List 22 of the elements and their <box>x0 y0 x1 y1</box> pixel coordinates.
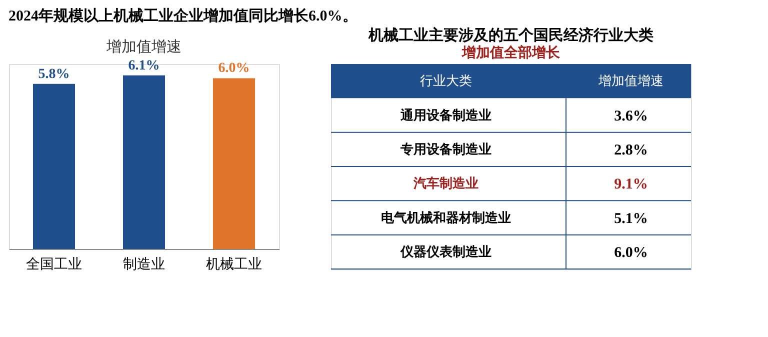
text: 行业大类 <box>420 74 472 90</box>
chart-subtitle: 增加值增速 <box>106 37 182 56</box>
data-label: 5.1% <box>614 210 648 227</box>
text: 增加值全部增长 <box>461 44 561 61</box>
data-label: 3.6% <box>614 108 648 124</box>
x-tick-label: 制造业 <box>123 256 165 272</box>
data-label: 2.8% <box>614 142 648 158</box>
x-tick-label: 全国工业 <box>26 256 82 272</box>
data-label: 9.1% <box>614 176 648 193</box>
data-label: 5.8% <box>38 66 70 82</box>
category-label: 仪器仪表制造业 <box>400 244 492 260</box>
data-label: 6.0% <box>218 61 250 76</box>
x-tick-label: 机械工业 <box>206 256 262 272</box>
chart-title: 2024年规模以上机械工业企业增加值同比增长6.0%。 <box>8 8 358 24</box>
category-label: 电气机械和器材制造业 <box>381 210 511 226</box>
category-label: 专用设备制造业 <box>400 141 492 158</box>
data-label: 6.1% <box>128 58 160 74</box>
data-label: 6.0% <box>614 244 648 261</box>
category-label: 汽车制造业 <box>412 176 478 192</box>
category-label: 通用设备制造业 <box>400 107 492 124</box>
text: 机械工业主要涉及的五个国民经济行业大类 <box>368 26 654 44</box>
text: 增加值增速 <box>598 74 664 90</box>
